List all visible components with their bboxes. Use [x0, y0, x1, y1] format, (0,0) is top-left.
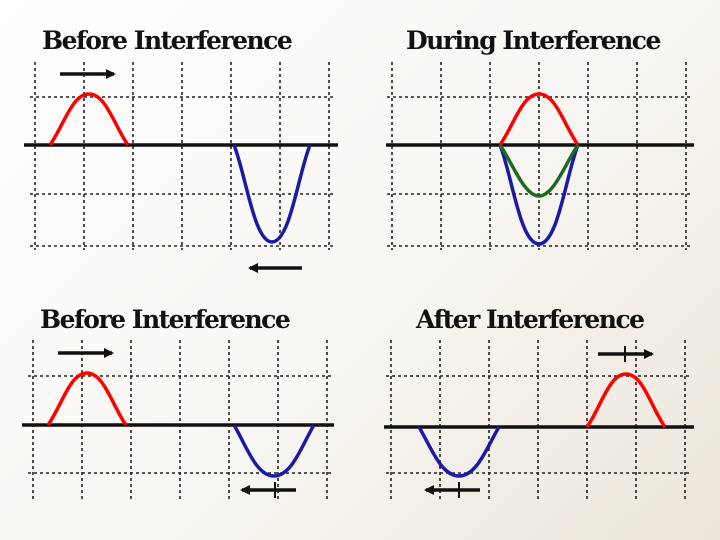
red-pulse	[585, 372, 667, 429]
panel-title-before-1: Before Interference	[42, 26, 293, 55]
panel-during	[386, 62, 694, 250]
grid-panel-2	[387, 62, 690, 250]
panel-before-2	[22, 340, 334, 502]
blue-pulse	[417, 426, 501, 478]
panel-title-during: During Interference	[406, 26, 661, 55]
red-pulse	[48, 92, 130, 147]
grid-panel-3	[28, 340, 332, 502]
panel-title-after: After Interference	[416, 305, 645, 334]
blue-pulse	[232, 144, 312, 244]
blue-pulse	[498, 144, 580, 246]
blue-pulse	[232, 424, 316, 478]
grid-panel-4	[386, 340, 690, 502]
panel-after	[384, 340, 694, 502]
resultant-pulse	[498, 143, 580, 198]
red-pulse	[498, 92, 580, 147]
red-pulse	[46, 371, 128, 427]
panel-before-1	[24, 62, 338, 273]
panel-title-before-2: Before Interference	[40, 305, 291, 334]
